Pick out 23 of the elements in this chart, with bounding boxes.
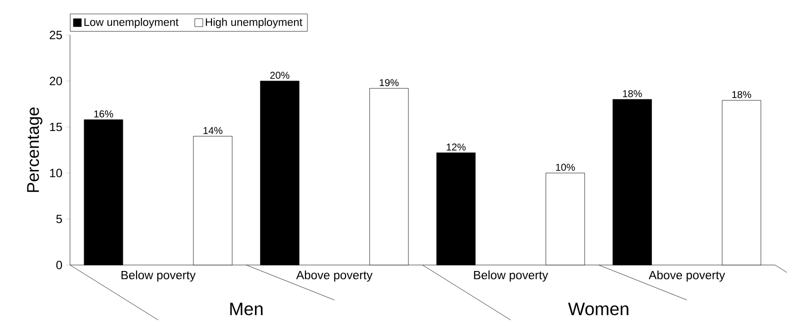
y-tick-label: 0: [56, 260, 62, 270]
data-label: 10%: [556, 164, 575, 171]
data-label: 18%: [732, 91, 752, 98]
data-label: 18%: [623, 90, 642, 98]
x-tick-label: Above poverty: [296, 270, 373, 282]
y-axis-title: Percentage: [27, 107, 42, 192]
data-label: 12%: [446, 144, 466, 151]
y-tick-label: 15: [50, 122, 62, 132]
x-tick-label: Below poverty: [474, 270, 548, 282]
x-tick-label: Above poverty: [648, 270, 726, 282]
data-label: 14%: [204, 127, 222, 134]
y-tick-label: 20: [50, 76, 62, 86]
data-label: 19%: [380, 79, 399, 86]
y-tick-label: 10: [50, 168, 62, 178]
legend-label: Low unemployment: [84, 18, 179, 28]
data-label: 16%: [94, 110, 114, 118]
text: Men: [230, 302, 263, 316]
y-tick-label: 5: [56, 214, 62, 224]
legend-label: High unemployment: [206, 18, 302, 28]
x-tick-label: Below poverty: [122, 270, 196, 282]
text: Women: [568, 302, 628, 316]
data-label: 20%: [270, 72, 290, 79]
y-tick-label: 25: [50, 30, 62, 40]
